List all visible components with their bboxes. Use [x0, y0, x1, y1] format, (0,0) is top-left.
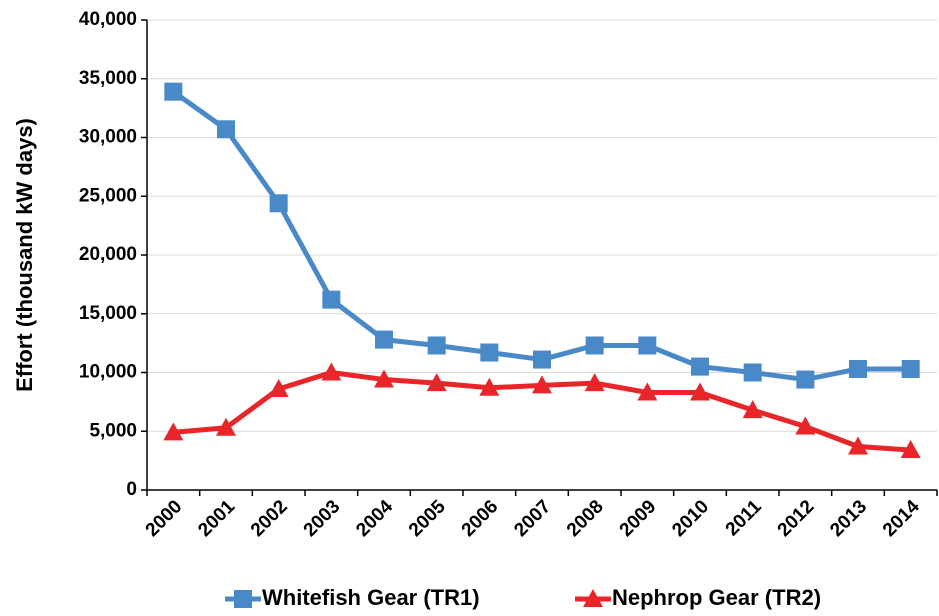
data-point: [533, 350, 551, 369]
x-tick-label: 2004: [352, 496, 397, 541]
y-tick-label: 15,000: [79, 303, 137, 324]
data-point: [163, 422, 184, 441]
x-tick-label: 2013: [826, 496, 871, 541]
x-tick-label: 2011: [722, 496, 766, 540]
y-axis-label: Effort (thousand kW days): [12, 118, 37, 392]
data-point: [901, 359, 920, 378]
y-tick-label: 30,000: [79, 127, 137, 148]
data-point: [322, 290, 341, 309]
data-point: [585, 336, 604, 355]
data-point: [795, 416, 816, 435]
data-point: [479, 377, 500, 396]
data-point: [637, 382, 658, 401]
y-tick-label: 25,000: [79, 185, 137, 206]
y-tick-label: 5,000: [89, 420, 137, 441]
data-point: [848, 436, 868, 455]
legend-label: Whitefish Gear (TR1): [262, 585, 480, 610]
y-tick-label: 10,000: [79, 362, 137, 383]
data-point: [690, 382, 710, 401]
data-point: [691, 357, 709, 376]
x-tick-label: 2002: [247, 496, 292, 541]
data-point: [532, 375, 552, 394]
y-tick-label: 35,000: [79, 68, 137, 89]
data-point: [164, 82, 183, 101]
data-point: [216, 417, 236, 436]
x-tick-label: 2007: [510, 496, 555, 541]
data-point: [743, 363, 762, 382]
x-tick-label: 2009: [616, 496, 661, 541]
x-tick-label: 2005: [405, 496, 450, 541]
data-point: [375, 330, 393, 349]
x-tick-label: 2006: [458, 496, 503, 541]
x-tick-label: 2000: [142, 496, 187, 541]
x-tick-label: 2012: [774, 496, 819, 541]
data-point: [427, 336, 446, 355]
y-tick-label: 20,000: [79, 244, 137, 265]
data-point: [374, 369, 394, 388]
x-tick-label: 2008: [563, 496, 608, 541]
series-line: [171, 89, 911, 383]
data-point: [268, 378, 289, 397]
data-point: [638, 336, 657, 355]
legend-label: Nephrop Gear (TR2): [612, 585, 821, 610]
data-point: [217, 120, 235, 139]
legend-marker: [234, 590, 252, 608]
y-tick-label: 0: [126, 479, 137, 500]
data-point: [584, 373, 605, 392]
legend-marker: [583, 589, 603, 607]
y-tick-label: 40,000: [79, 9, 137, 30]
data-point: [426, 373, 447, 392]
data-point: [321, 362, 342, 381]
data-point: [480, 343, 499, 362]
x-tick-label: 2003: [300, 496, 345, 541]
data-point: [796, 370, 815, 389]
data-point: [269, 194, 288, 213]
data-point: [742, 400, 763, 419]
data-point: [900, 440, 921, 459]
x-tick-label: 2014: [879, 496, 924, 541]
x-tick-label: 2010: [668, 496, 713, 541]
x-tick-label: 2001: [194, 496, 239, 541]
data-point: [849, 359, 867, 378]
